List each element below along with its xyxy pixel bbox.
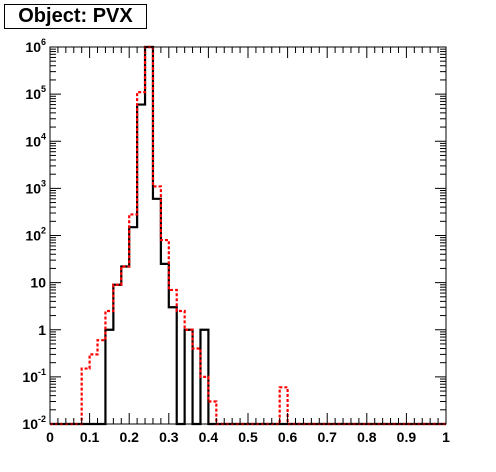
y-tick-exponent: 4 (41, 131, 46, 141)
chart-title: Object: PVX (4, 4, 147, 29)
x-tick-label: 0.2 (119, 429, 139, 445)
y-tick-base: 10 (22, 369, 38, 385)
y-tick-base: 1 (38, 322, 46, 338)
x-tick-label: 0.3 (159, 429, 179, 445)
x-tick-label: 0.7 (317, 429, 337, 445)
y-tick-exponent: 2 (41, 226, 46, 236)
y-tick-base: 10 (25, 228, 41, 244)
y-tick-base: 10 (30, 275, 46, 291)
y-tick-label: 102 (25, 226, 46, 244)
x-tick-label: 0 (46, 429, 54, 445)
y-tick-label: 104 (25, 131, 46, 149)
x-tick-label: 0.1 (80, 429, 100, 445)
series-line-1 (50, 45, 446, 426)
y-tick-exponent: 3 (41, 178, 46, 188)
y-tick-label: 103 (25, 178, 46, 196)
y-tick-exponent: 6 (41, 37, 46, 47)
x-tick-label: 0.5 (238, 429, 258, 445)
y-tick-base: 10 (25, 133, 41, 149)
y-tick-base: 10 (25, 39, 41, 55)
x-tick-label: 0.4 (199, 429, 219, 445)
y-tick-base: 10 (22, 416, 38, 432)
y-tick-base: 10 (25, 86, 41, 102)
y-tick-label: 106 (25, 37, 46, 55)
x-tick-label: 0.8 (357, 429, 377, 445)
y-tick-label: 10-2 (22, 414, 46, 432)
y-tick-label: 1 (38, 322, 46, 338)
y-tick-label: 105 (25, 84, 46, 102)
y-tick-label: 10-1 (22, 367, 46, 385)
x-tick-label: 0.9 (397, 429, 417, 445)
x-tick-label: 0.6 (278, 429, 298, 445)
y-tick-exponent: -2 (38, 414, 46, 424)
y-tick-exponent: -1 (38, 367, 46, 377)
series-line-0 (50, 45, 446, 426)
y-tick-base: 10 (25, 180, 41, 196)
y-tick-exponent: 5 (41, 84, 46, 94)
y-tick-label: 10 (30, 275, 46, 291)
plot-frame (49, 46, 447, 425)
x-tick-label: 1 (442, 429, 450, 445)
